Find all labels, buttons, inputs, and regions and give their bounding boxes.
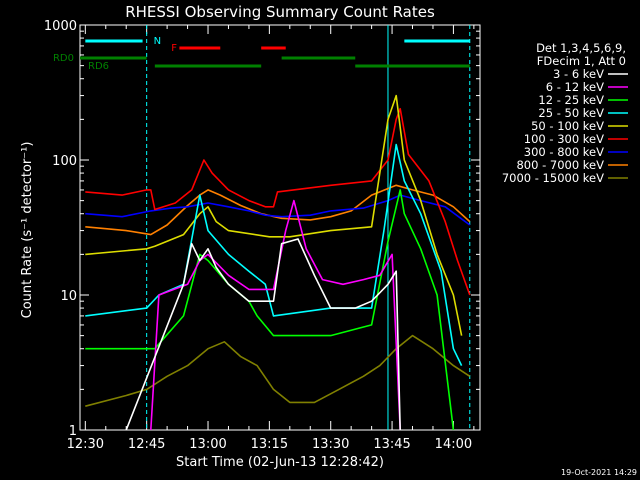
series-line bbox=[85, 334, 471, 407]
legend-entry-label: 300 - 800 keV bbox=[524, 145, 604, 159]
x-tick-label: 14:00 bbox=[435, 437, 472, 452]
legend-entry-label: 6 - 12 keV bbox=[546, 80, 604, 94]
chart-title: RHESSI Observing Summary Count Rates bbox=[125, 3, 435, 21]
state-bar-label: RD0 bbox=[53, 53, 74, 64]
legend-entry-label: 7000 - 15000 keV bbox=[502, 171, 604, 185]
x-axis-label: Start Time (02-Jun-13 12:28:42) bbox=[176, 455, 384, 470]
y-tick-label: 1000 bbox=[44, 19, 77, 34]
state-bar-label: F bbox=[171, 43, 177, 54]
y-tick-label: 100 bbox=[52, 154, 77, 169]
x-tick-label: 12:30 bbox=[67, 437, 104, 452]
legend-header-line-2: FDecim 1, Att 0 bbox=[537, 54, 626, 68]
series-line bbox=[85, 194, 471, 226]
y-tick-label: 10 bbox=[60, 289, 77, 304]
series-line bbox=[125, 238, 401, 431]
legend-entry-label: 800 - 7000 keV bbox=[516, 158, 604, 172]
plot-area: 12:30 12:45 13:00 13:15 13:30 13:45 14:00 1 10 10… bbox=[44, 19, 481, 452]
legend-header-line-1: Det 1,3,4,5,6,9, bbox=[536, 41, 626, 55]
state-bar-label: N bbox=[154, 36, 161, 47]
series-line bbox=[85, 107, 471, 296]
legend-entry-label: 25 - 50 keV bbox=[538, 106, 604, 120]
plot-frame bbox=[79, 24, 481, 431]
legend-entry-label: 3 - 6 keV bbox=[553, 67, 604, 81]
y-axis-label: Count Rate (s⁻¹ detector⁻¹) bbox=[20, 142, 35, 319]
x-tick-label: 12:45 bbox=[128, 437, 165, 452]
x-tick-label: 13:00 bbox=[189, 437, 226, 452]
legend-entry-label: 100 - 300 keV bbox=[524, 132, 604, 146]
series-line bbox=[85, 189, 455, 431]
legend-entry-label: 50 - 100 keV bbox=[531, 119, 604, 133]
series-line bbox=[85, 94, 463, 336]
series-line bbox=[85, 143, 463, 366]
y-tick-label: 1 bbox=[69, 424, 77, 439]
legend-entry-label: 12 - 25 keV bbox=[538, 93, 604, 107]
state-bar-label: RD6 bbox=[88, 61, 109, 72]
x-tick-label: 13:15 bbox=[251, 437, 288, 452]
x-tick-label: 13:30 bbox=[312, 437, 349, 452]
generation-timestamp: 19-Oct-2021 14:29 bbox=[561, 468, 637, 477]
series-line bbox=[150, 199, 401, 431]
legend: Det 1,3,4,5,6,9, FDecim 1, Att 0 3 - 6 k… bbox=[502, 41, 628, 185]
x-tick-label: 13:45 bbox=[373, 437, 410, 452]
